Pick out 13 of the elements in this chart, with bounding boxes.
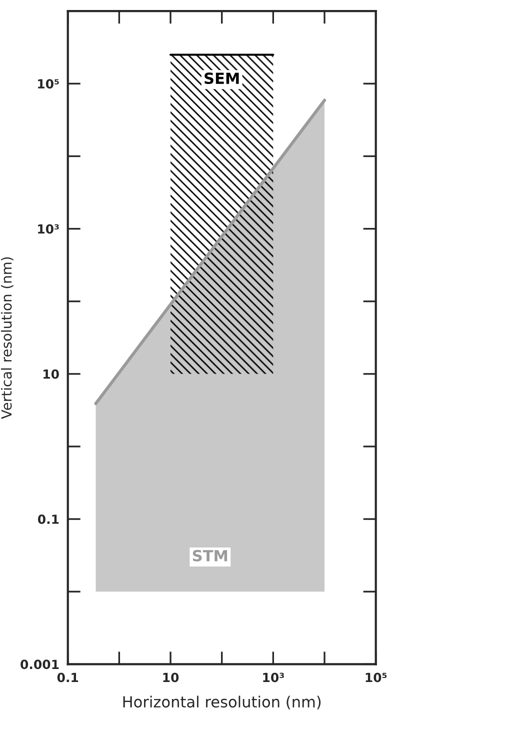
y-axis-title: Vertical resolution (nm) bbox=[0, 257, 14, 419]
x-tick-label: 10 bbox=[163, 672, 179, 682]
series-label: SEM bbox=[204, 72, 239, 84]
x-tick-label: 10⁵ bbox=[366, 672, 387, 682]
x-tick-label: 0.1 bbox=[57, 672, 78, 682]
y-tick-label: 10 bbox=[44, 369, 59, 379]
y-tick-label: 0.1 bbox=[38, 514, 59, 524]
x-tick-label: 10³ bbox=[263, 672, 284, 682]
x-axis-title: Horizontal resolution (nm) bbox=[123, 696, 321, 710]
y-tick-label: 0.001 bbox=[20, 660, 59, 670]
y-tick-label: 10³ bbox=[38, 224, 59, 234]
y-tick-label: 10⁵ bbox=[38, 79, 59, 89]
text: STM bbox=[192, 550, 228, 562]
